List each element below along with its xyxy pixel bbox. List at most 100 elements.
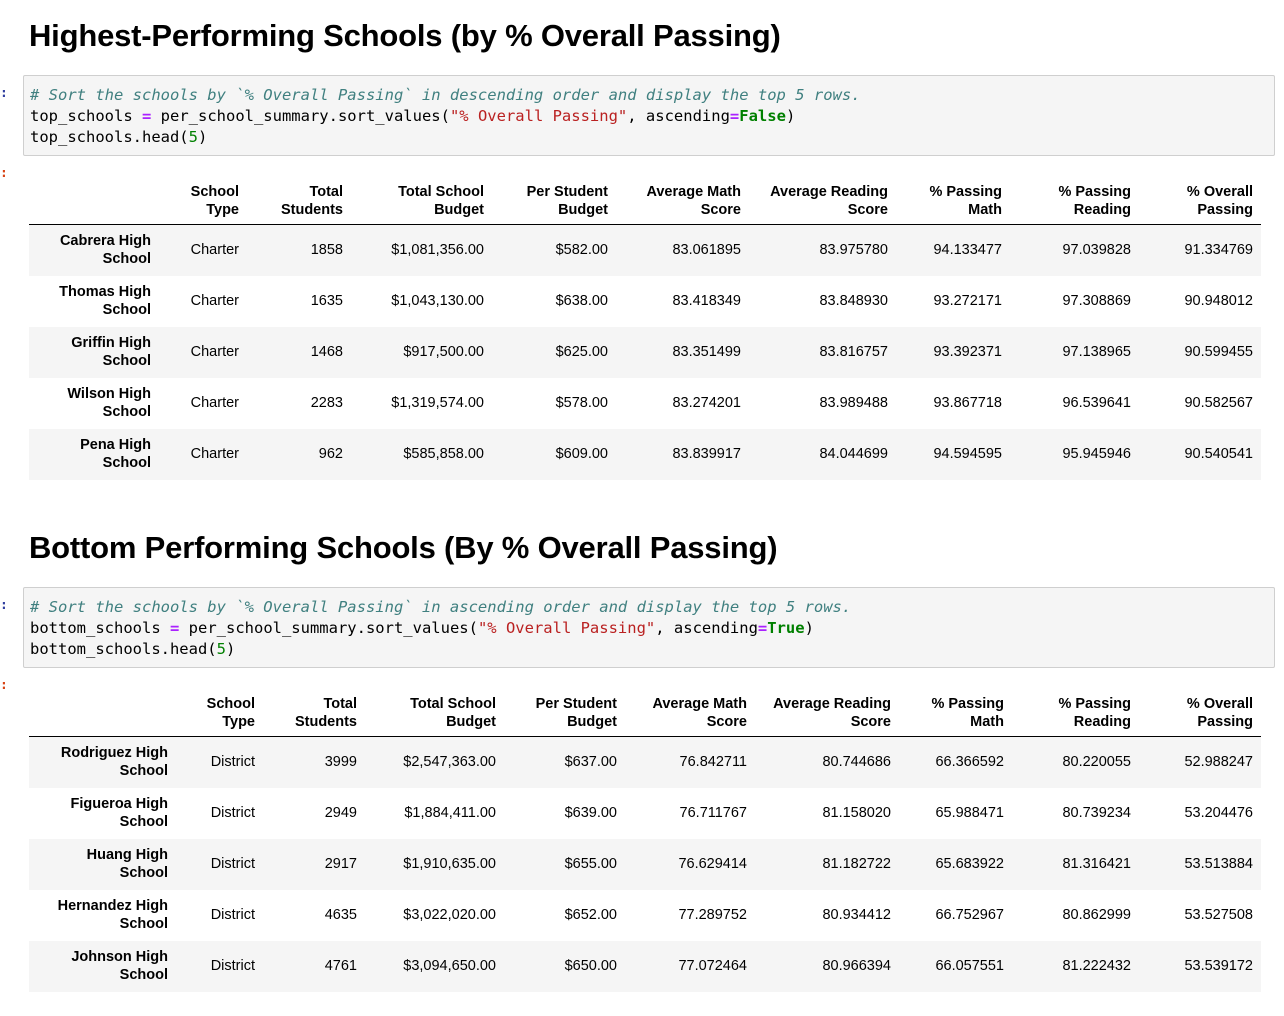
table-cell: District: [210, 958, 255, 974]
column-header-line: School: [206, 696, 255, 712]
school-name: Cabrera High School: [29, 225, 159, 276]
code-token: per_school_summary.sort_values(: [151, 107, 450, 125]
table-cell: $582.00: [555, 242, 608, 259]
school-name: Pena High School: [29, 429, 159, 480]
table-cell: 83.816757: [819, 344, 888, 360]
table-cell: Charter: [190, 242, 239, 259]
school-name-line: Griffin High: [71, 335, 151, 351]
column-header-line: % Passing: [1058, 696, 1131, 712]
code-keyword: True: [767, 619, 805, 637]
table-cell: $3,094,650.00: [403, 958, 496, 974]
bottom-out-prompt: :: [0, 678, 8, 693]
code-line-2: bottom_schools = per_school_summary.sort…: [30, 618, 814, 639]
table-cell: 76.711767: [679, 805, 747, 821]
table-cell: $1,081,356.00: [391, 242, 484, 259]
table-cell: 90.948012: [1184, 293, 1253, 309]
code-line-1: # Sort the schools by `% Overall Passing…: [30, 597, 851, 618]
table-cell: Charter: [190, 344, 239, 360]
table-cell: 81.316421: [1062, 856, 1131, 872]
table-row: Hernandez High School District 4635 $3,022,0…: [29, 890, 1261, 941]
header-row: School Type Total Students Total School Budge…: [29, 183, 1261, 225]
table-cell: $2,547,363.00: [403, 754, 496, 771]
code-number: 5: [188, 128, 198, 146]
school-name-line: Pena High: [80, 437, 151, 453]
table-cell: 80.966394: [822, 958, 891, 974]
school-name: Hernandez High School: [29, 890, 176, 941]
code-token: ): [785, 107, 796, 125]
table-cell: 76.842711: [679, 754, 747, 771]
code-string: "% Overall Passing": [449, 107, 628, 125]
code-token: ): [225, 640, 236, 658]
table-cell: 93.867718: [933, 395, 1002, 411]
table-cell: 53.204476: [1184, 805, 1253, 821]
table-cell: 1635: [310, 293, 343, 309]
code-token: top_schools: [30, 107, 142, 125]
column-header: Average Reading Score: [755, 695, 899, 737]
table-cell: $655.00: [564, 856, 617, 872]
table-cell: 83.418349: [672, 293, 741, 309]
table-cell: $578.00: [555, 395, 608, 411]
code-line-2: top_schools = per_school_summary.sort_va…: [30, 106, 795, 127]
table-cell: Charter: [190, 293, 239, 309]
table-cell: 65.683922: [935, 856, 1004, 872]
column-header-line: Reading: [1073, 202, 1131, 218]
code-token: , ascending: [655, 619, 758, 637]
table-cell: 81.182722: [822, 856, 891, 872]
code-operator: =: [757, 619, 768, 637]
index-header: [29, 183, 159, 225]
table-cell: $1,910,635.00: [403, 856, 496, 872]
table-cell: $639.00: [564, 805, 617, 821]
table-cell: 65.988471: [935, 805, 1004, 821]
code-number: 5: [216, 640, 226, 658]
code-operator: =: [729, 107, 740, 125]
table-cell: 97.039828: [1062, 242, 1131, 259]
code-comment: # Sort the schools by `% Overall Passing…: [30, 86, 861, 104]
column-header: School Type: [176, 695, 263, 737]
column-header-line: Passing: [1197, 714, 1253, 730]
school-name-line: Figueroa High: [70, 796, 168, 812]
column-header-line: Budget: [446, 714, 496, 730]
code-operator: =: [169, 619, 180, 637]
school-name: Thomas High School: [29, 276, 159, 327]
table-cell: 95.945946: [1062, 446, 1131, 462]
code-token: per_school_summary.sort_values(: [179, 619, 478, 637]
table-cell: 1468: [310, 344, 343, 360]
top-code-cell[interactable]: # Sort the schools by `% Overall Passing…: [23, 75, 1275, 156]
table-cell: District: [210, 805, 255, 821]
table-cell: 93.392371: [933, 344, 1002, 360]
school-name-line: Johnson High: [71, 949, 168, 965]
table-cell: 97.138965: [1062, 344, 1131, 360]
table-cell: $652.00: [564, 907, 617, 923]
column-header-line: Average Math: [646, 184, 741, 200]
school-name-line: Wilson High: [67, 386, 151, 402]
table-cell: $3,022,020.00: [403, 907, 496, 923]
column-header: Total School Budget: [351, 183, 492, 225]
table-cell: 4761: [324, 958, 357, 974]
code-keyword: False: [739, 107, 786, 125]
school-name-line: Thomas High: [59, 284, 151, 300]
school-name-line: Hernandez High: [57, 898, 168, 914]
column-header-line: School: [190, 184, 239, 200]
column-header: Average Math Score: [616, 183, 749, 225]
table-cell: Charter: [190, 446, 239, 462]
code-token: top_schools.head(: [30, 128, 189, 146]
table-cell: $1,319,574.00: [391, 395, 484, 411]
table-cell: 83.274201: [672, 395, 741, 411]
school-name-line: School: [102, 251, 151, 268]
code-line-1: # Sort the schools by `% Overall Passing…: [30, 85, 861, 106]
school-name-line: School: [102, 353, 151, 369]
bottom-code-cell[interactable]: # Sort the schools by `% Overall Passing…: [23, 587, 1275, 668]
column-header-line: Budget: [567, 714, 617, 730]
table-cell: $650.00: [564, 958, 617, 974]
column-header-line: Math: [968, 202, 1002, 218]
column-header: % Overall Passing: [1139, 183, 1261, 225]
column-header-line: Average Math: [652, 696, 747, 712]
table-row: Wilson High School Charter 2283 $1,319,574.0…: [29, 378, 1261, 429]
table-row: Cabrera High School Charter 1858 $1,081,356.…: [29, 224, 1261, 276]
column-header-line: Students: [280, 202, 343, 218]
column-header-line: Students: [294, 714, 357, 730]
table-cell: 962: [318, 446, 343, 462]
school-name-line: School: [119, 865, 168, 881]
table-row: Griffin High School Charter 1468 $917,500.00…: [29, 326, 1261, 378]
table-cell: $1,884,411.00: [404, 805, 496, 821]
